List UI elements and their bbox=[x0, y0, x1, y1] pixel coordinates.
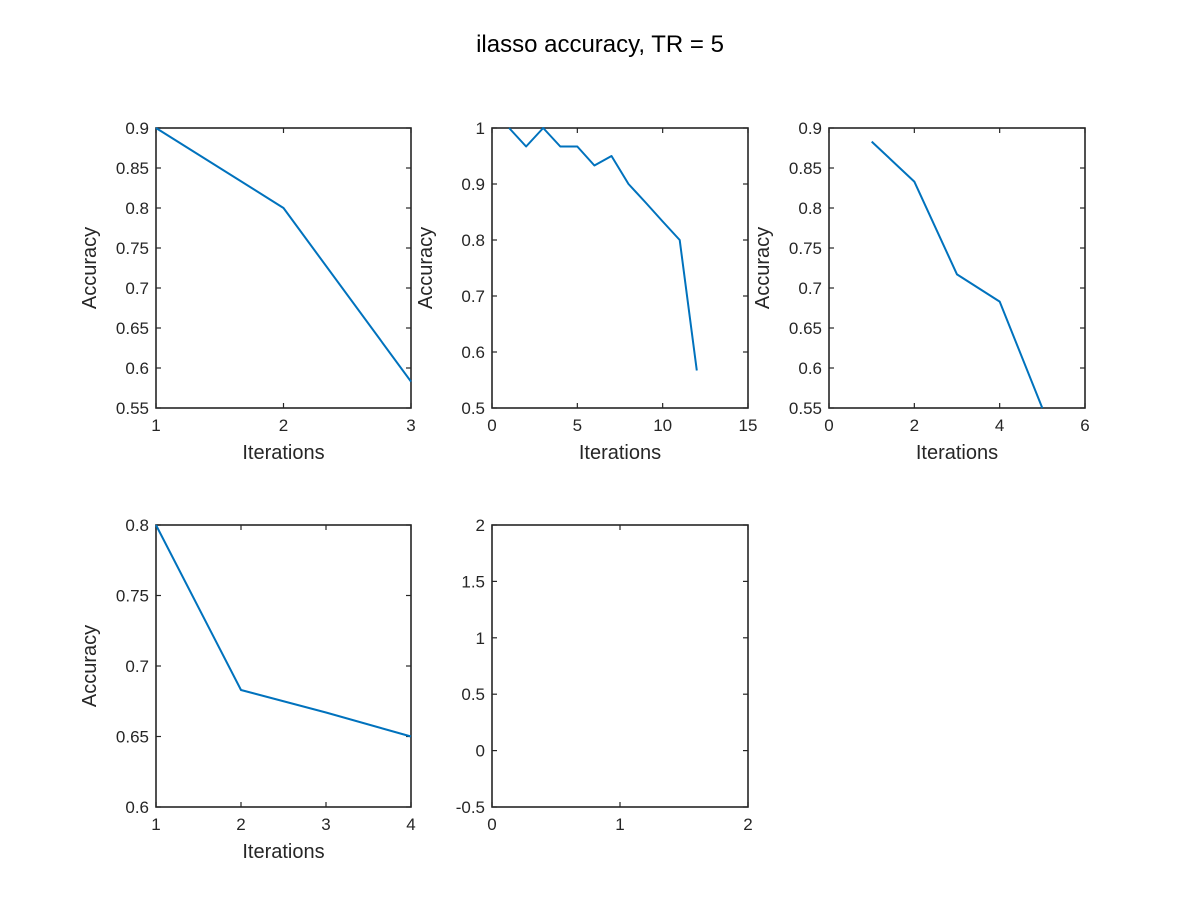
y-axis-label: Accuracy bbox=[415, 227, 437, 309]
y-tick-label: 0.6 bbox=[125, 798, 149, 817]
x-tick-label: 6 bbox=[1080, 416, 1089, 435]
y-tick-label: 1 bbox=[476, 629, 485, 648]
axes-box bbox=[491, 524, 749, 808]
x-tick-label: 1 bbox=[151, 416, 160, 435]
y-tick-label: 0.5 bbox=[461, 399, 485, 418]
series-line bbox=[155, 524, 412, 738]
y-tick-label: 0.8 bbox=[125, 516, 149, 535]
axes-box bbox=[155, 524, 412, 808]
y-tick-label: 0.7 bbox=[125, 657, 149, 676]
x-tick-label: 10 bbox=[653, 416, 672, 435]
y-tick-label: 0 bbox=[476, 742, 485, 761]
series-line bbox=[508, 127, 698, 371]
y-axis-label: Accuracy bbox=[752, 227, 774, 309]
subplot-1: 1 2 3 0.55 0.6 0.65 0.7 0.75 0.8 0.85 0.9 Iteration… bbox=[79, 119, 416, 464]
x-tick-label: 2 bbox=[743, 815, 752, 834]
x-axis-label: Iterations bbox=[579, 442, 661, 464]
y-tick-label: 0.8 bbox=[125, 199, 149, 218]
y-tick-label: 0.5 bbox=[461, 685, 485, 704]
subplot-3: 0 2 4 6 0.55 0.6 0.65 0.7 0.75 0.8 0.85 0.9 Iteratio… bbox=[752, 119, 1090, 464]
y-tick-label: 2 bbox=[476, 516, 485, 535]
x-tick-label: 2 bbox=[236, 815, 245, 834]
y-tick-label: 1 bbox=[476, 119, 485, 138]
y-axis-label: Accuracy bbox=[79, 227, 101, 309]
y-tick-label: 0.65 bbox=[116, 728, 149, 747]
subplot-5: 0 1 2-0.500.511.52 bbox=[456, 516, 753, 834]
axes-box bbox=[828, 127, 1086, 409]
x-tick-label: 4 bbox=[995, 416, 1004, 435]
x-tick-label: 5 bbox=[573, 416, 582, 435]
y-tick-label: -0.5 bbox=[456, 798, 485, 817]
x-tick-label: 3 bbox=[406, 416, 415, 435]
y-tick-label: 0.7 bbox=[125, 279, 149, 298]
y-tick-label: 0.75 bbox=[116, 587, 149, 606]
x-tick-label: 3 bbox=[321, 815, 330, 834]
y-tick-label: 0.75 bbox=[116, 239, 149, 258]
x-tick-label: 0 bbox=[487, 416, 496, 435]
axes-box bbox=[491, 127, 749, 409]
y-tick-label: 0.85 bbox=[789, 159, 822, 178]
x-axis-label: Iterations bbox=[242, 442, 324, 464]
axes-box bbox=[155, 127, 412, 409]
y-tick-label: 0.55 bbox=[789, 399, 822, 418]
x-tick-label: 15 bbox=[739, 416, 758, 435]
y-tick-label: 0.8 bbox=[461, 231, 485, 250]
x-tick-label: 2 bbox=[910, 416, 919, 435]
y-tick-label: 0.9 bbox=[461, 175, 485, 194]
x-axis-label: Iterations bbox=[242, 841, 324, 863]
y-tick-label: 0.65 bbox=[116, 319, 149, 338]
subplot-4: 1 2 3 4 0.6 0.65 0.7 0.75 0.8 Iterations Accuracy bbox=[79, 516, 416, 863]
subplot-2: 0 5 10 15 0.5 0.6 0.7 0.8 0.9 1 Iterations Accuracy bbox=[415, 119, 757, 464]
y-tick-label: 0.9 bbox=[798, 119, 822, 138]
y-tick-label: 0.75 bbox=[789, 239, 822, 258]
y-tick-label: 0.55 bbox=[116, 399, 149, 418]
y-tick-label: 0.85 bbox=[116, 159, 149, 178]
y-tick-label: 0.65 bbox=[789, 319, 822, 338]
y-tick-label: 0.9 bbox=[125, 119, 149, 138]
figure-title: ilasso accuracy, TR = 5 bbox=[476, 31, 724, 58]
y-tick-label: 0.6 bbox=[125, 359, 149, 378]
x-tick-label: 4 bbox=[406, 815, 415, 834]
x-tick-label: 0 bbox=[824, 416, 833, 435]
y-axis-label: Accuracy bbox=[79, 625, 101, 707]
x-tick-label: 1 bbox=[615, 815, 624, 834]
x-tick-label: 1 bbox=[151, 815, 160, 834]
y-tick-label: 0.6 bbox=[798, 359, 822, 378]
x-tick-label: 2 bbox=[279, 416, 288, 435]
y-tick-label: 0.8 bbox=[798, 199, 822, 218]
y-tick-label: 0.7 bbox=[798, 279, 822, 298]
y-tick-label: 0.7 bbox=[461, 287, 485, 306]
x-tick-label: 0 bbox=[487, 815, 496, 834]
y-tick-label: 1.5 bbox=[461, 572, 485, 591]
y-tick-label: 0.6 bbox=[461, 343, 485, 362]
x-axis-label: Iterations bbox=[916, 442, 998, 464]
